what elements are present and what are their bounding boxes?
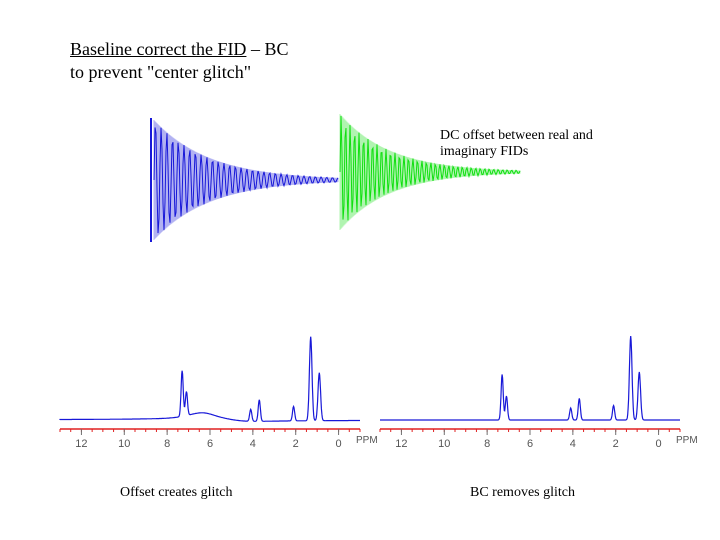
svg-text:4: 4 xyxy=(570,438,576,450)
spectrum-right: 12 10 8 6 4 2 0 PPM xyxy=(0,0,720,520)
caption-right: BC removes glitch xyxy=(470,485,575,501)
svg-text:6: 6 xyxy=(527,438,533,450)
svg-text:8: 8 xyxy=(484,438,490,450)
svg-text:10: 10 xyxy=(438,438,450,450)
svg-text:2: 2 xyxy=(613,438,619,450)
svg-text:12: 12 xyxy=(395,438,407,450)
svg-text:0: 0 xyxy=(656,438,662,450)
caption-left: Offset creates glitch xyxy=(120,485,232,501)
svg-text:PPM: PPM xyxy=(676,435,698,446)
